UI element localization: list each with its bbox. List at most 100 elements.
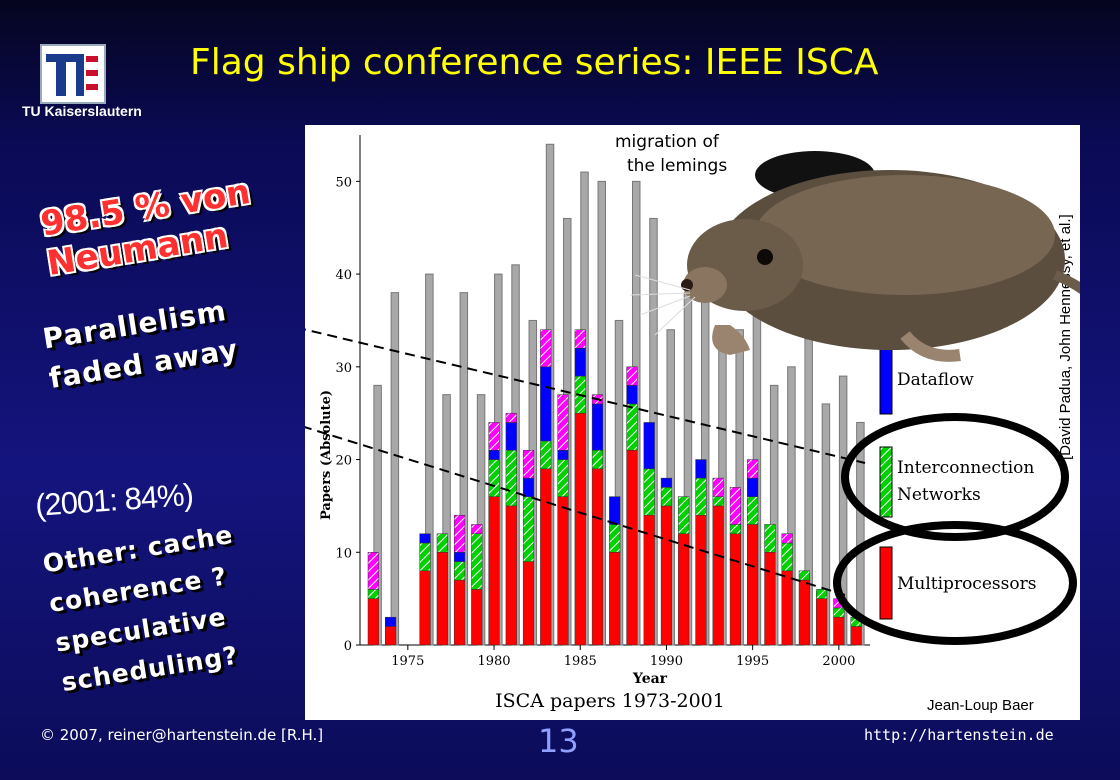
y-tick-label: 30 bbox=[335, 361, 352, 376]
bar-interconnection bbox=[505, 450, 517, 507]
x-tick-label: 1975 bbox=[391, 654, 424, 669]
bar-multiprocessors bbox=[436, 552, 448, 646]
bar-interconnection bbox=[367, 589, 379, 599]
bar-interconnection bbox=[729, 524, 742, 534]
legend-label-dataflow: Dataflow bbox=[897, 370, 974, 390]
bar-interconnection bbox=[419, 542, 431, 572]
y-tick-label: 20 bbox=[335, 454, 352, 469]
y-tick-label: 10 bbox=[335, 546, 352, 561]
bar-dataflow bbox=[660, 477, 673, 488]
bar-misc bbox=[488, 422, 500, 451]
bar-dataflow bbox=[522, 477, 535, 497]
bar-interconnection bbox=[453, 561, 466, 581]
x-tick-label: 1995 bbox=[736, 654, 769, 669]
bar-multiprocessors bbox=[764, 552, 776, 646]
bar-interconnection bbox=[643, 468, 655, 516]
bar-dataflow bbox=[574, 348, 586, 377]
bar-multiprocessors bbox=[522, 561, 535, 646]
bar-multiprocessors bbox=[609, 552, 621, 646]
legend-swatch-interconnection bbox=[879, 446, 893, 518]
website-url[interactable]: http://hartenstein.de bbox=[864, 726, 1054, 744]
y-tick-label: 50 bbox=[335, 175, 352, 190]
logo-caption: TU Kaiserslautern bbox=[22, 103, 142, 119]
legend-label-multiprocessors: Multiprocessors bbox=[897, 574, 1036, 594]
bar-misc bbox=[557, 394, 569, 451]
bar-interconnection bbox=[781, 542, 793, 572]
bar-multiprocessors bbox=[488, 496, 500, 646]
bar-multiprocessors bbox=[747, 524, 759, 646]
bar-interconnection bbox=[436, 533, 448, 553]
legend-swatch-multiprocessors bbox=[879, 546, 893, 620]
migration-note: migration of the lemings bbox=[615, 132, 727, 176]
parallelism-note: Parallelism faded away bbox=[40, 293, 241, 396]
bar-interconnection bbox=[695, 477, 707, 516]
bar-misc bbox=[505, 412, 517, 423]
bar-dataflow bbox=[557, 450, 569, 460]
logo-icon bbox=[46, 54, 98, 96]
bar-interconnection bbox=[626, 403, 638, 451]
bar-multiprocessors bbox=[626, 450, 638, 646]
bar-interconnection bbox=[471, 533, 483, 590]
bar-multiprocessors bbox=[453, 579, 466, 646]
author-credit: Jean-Loup Baer bbox=[927, 697, 1034, 714]
bar-multiprocessors bbox=[850, 626, 862, 646]
page-number: 13 bbox=[538, 722, 579, 760]
x-axis-label: Year bbox=[632, 671, 668, 687]
bar-dataflow bbox=[453, 552, 466, 562]
bar-interconnection bbox=[660, 487, 673, 507]
bar-dataflow bbox=[505, 422, 517, 451]
bar-multiprocessors bbox=[471, 589, 483, 646]
bar-multiprocessors bbox=[384, 626, 397, 646]
bar-misc bbox=[540, 329, 552, 368]
bar-multiprocessors bbox=[660, 505, 673, 646]
bar-multiprocessors bbox=[678, 533, 690, 646]
x-tick-label: 1985 bbox=[564, 654, 597, 669]
bar-interconnection bbox=[678, 496, 690, 534]
bar-dataflow bbox=[626, 385, 638, 405]
y-tick-label: 0 bbox=[344, 639, 352, 654]
bar-dataflow bbox=[609, 496, 621, 525]
bar-multiprocessors bbox=[643, 514, 655, 646]
bar-multiprocessors bbox=[781, 570, 793, 646]
bar-multiprocessors bbox=[367, 598, 379, 646]
bar-dataflow bbox=[747, 477, 759, 497]
bar-misc bbox=[522, 450, 535, 479]
bar-misc bbox=[712, 477, 724, 497]
legend-swatch-dataflow bbox=[879, 341, 893, 415]
bar-multiprocessors bbox=[833, 616, 845, 646]
x-tick-label: 2000 bbox=[822, 654, 855, 669]
legend: Dataflow Interconnection Networks Multipr… bbox=[879, 341, 1036, 620]
bar-interconnection bbox=[591, 450, 604, 470]
bar-interconnection bbox=[712, 496, 724, 507]
chart-title: ISCA papers 1973-2001 bbox=[495, 690, 725, 712]
bar-multiprocessors bbox=[695, 514, 707, 646]
bar-interconnection bbox=[540, 440, 552, 470]
bar-misc bbox=[729, 487, 742, 525]
bar-dataflow bbox=[488, 450, 500, 460]
bar-interconnection bbox=[833, 607, 845, 618]
x-tick-label: 1990 bbox=[650, 654, 683, 669]
bar-multiprocessors bbox=[540, 468, 552, 646]
bar-dataflow bbox=[695, 459, 707, 479]
bar-dataflow bbox=[419, 533, 431, 544]
bar-interconnection bbox=[798, 570, 810, 581]
bar-misc bbox=[747, 459, 759, 479]
other-topics-note: Other: cache coherence ? speculative sch… bbox=[40, 519, 241, 698]
x-tick-label: 1980 bbox=[477, 654, 510, 669]
percentage-2001-note: (2001: 84%) bbox=[34, 476, 194, 523]
bar-misc bbox=[453, 514, 466, 553]
bar-multiprocessors bbox=[591, 468, 604, 646]
bar-multiprocessors bbox=[574, 412, 586, 646]
bar-interconnection bbox=[764, 524, 776, 553]
university-logo bbox=[40, 44, 106, 104]
bar-multiprocessors bbox=[419, 570, 431, 646]
bar-interconnection bbox=[747, 496, 759, 525]
bar-misc bbox=[574, 329, 586, 349]
bar-multiprocessors bbox=[712, 505, 724, 646]
bar-misc bbox=[781, 533, 793, 544]
chart-panel: 0 10 20 30 40 50 1975 1980 1985 1990 1995 2000 Pape… bbox=[194, 125, 1099, 720]
bar-interconnection bbox=[816, 589, 828, 599]
bar-misc bbox=[367, 552, 379, 590]
bar-interconnection bbox=[488, 459, 500, 497]
